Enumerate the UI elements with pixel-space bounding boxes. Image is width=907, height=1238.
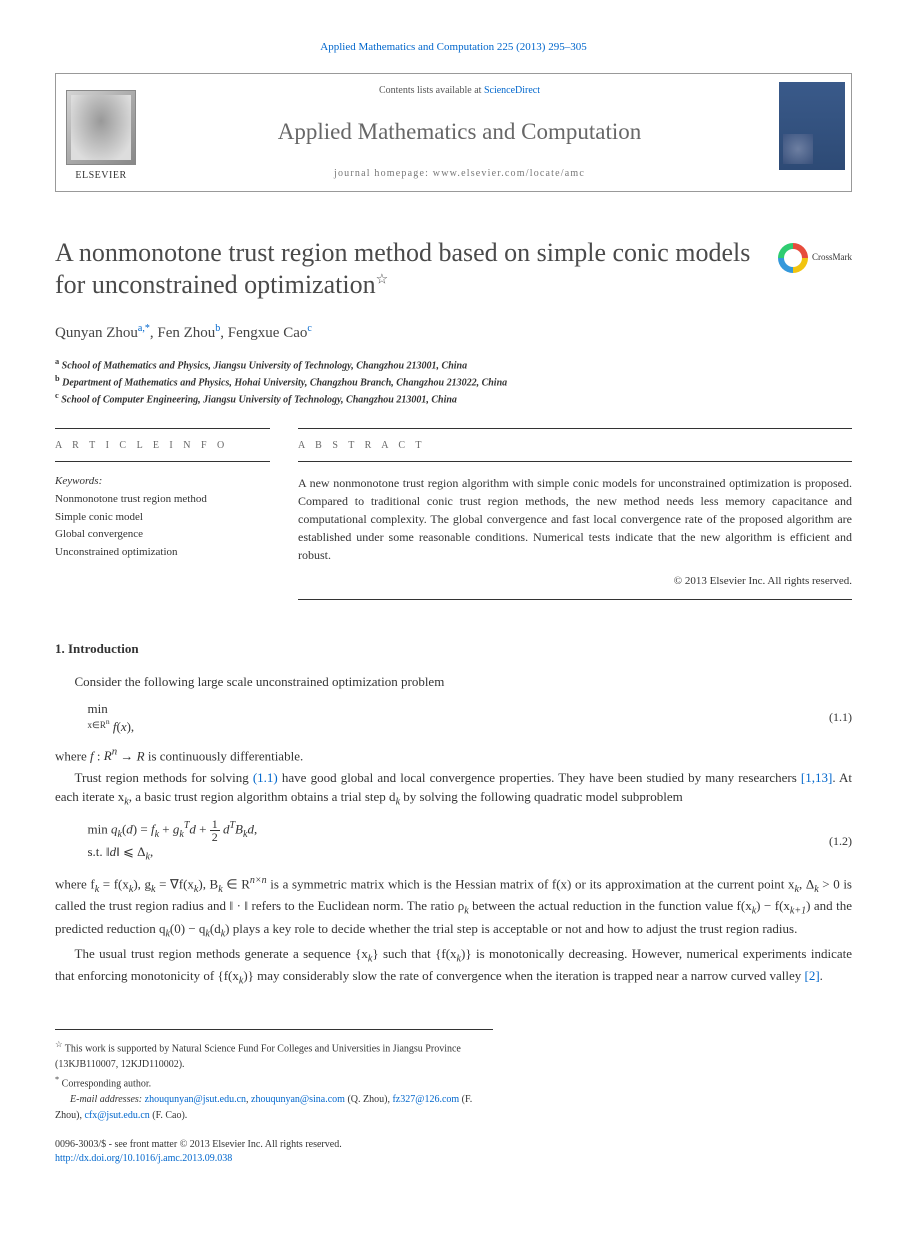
email-2[interactable]: fz327@126.com bbox=[392, 1094, 459, 1105]
paragraph-2: where f : Rn → R is continuously differe… bbox=[55, 744, 852, 766]
citation-header: Applied Mathematics and Computation 225 … bbox=[55, 40, 852, 55]
title-footnote-mark: ☆ bbox=[376, 272, 389, 287]
equation-1-2-number: (1.2) bbox=[829, 833, 852, 850]
affiliation-b: b Department of Mathematics and Physics,… bbox=[55, 373, 852, 390]
keyword-2: Simple conic model bbox=[55, 509, 270, 527]
equation-1-1-number: (1.1) bbox=[829, 709, 852, 726]
footnote-emails: E-mail addresses: zhouqunyan@jsut.edu.cn… bbox=[55, 1092, 493, 1124]
keywords-heading: Keywords: bbox=[55, 474, 270, 489]
footnote-corresponding: * Corresponding author. bbox=[55, 1073, 493, 1092]
author-3: Fengxue Cao bbox=[228, 325, 308, 341]
author-1-corr: * bbox=[145, 323, 150, 334]
abstract-text: A new nonmonotone trust region algorithm… bbox=[298, 474, 852, 564]
doi-link[interactable]: http://dx.doi.org/10.1016/j.amc.2013.09.… bbox=[55, 1153, 232, 1164]
article-info-label: A R T I C L E I N F O bbox=[55, 428, 270, 462]
cover-column bbox=[773, 74, 851, 190]
author-1-aff: a, bbox=[138, 323, 145, 334]
crossmark-badge-group[interactable]: CrossMark bbox=[778, 243, 852, 273]
journal-cover-icon bbox=[779, 82, 845, 170]
keyword-3: Global convergence bbox=[55, 526, 270, 544]
authors-line: Qunyan Zhoua,*, Fen Zhoub, Fengxue Caoc bbox=[55, 322, 852, 344]
author-2-aff: b bbox=[215, 323, 220, 334]
footnote-funding: ☆ This work is supported by Natural Scie… bbox=[55, 1038, 493, 1073]
article-info-column: A R T I C L E I N F O Keywords: Nonmonot… bbox=[55, 428, 270, 600]
ref-eq-1-1[interactable]: (1.1) bbox=[253, 770, 278, 785]
title-text: A nonmonotone trust region method based … bbox=[55, 238, 750, 300]
paragraph-3: Trust region methods for solving (1.1) h… bbox=[55, 768, 852, 810]
section-1-heading: 1. Introduction bbox=[55, 640, 852, 658]
affiliation-a: a School of Mathematics and Physics, Jia… bbox=[55, 356, 852, 373]
paragraph-4: where fk = f(xk), gk = ∇f(xk), Bk ∈ Rn×n… bbox=[55, 873, 852, 942]
email-1a[interactable]: zhouqunyan@jsut.edu.cn bbox=[145, 1094, 246, 1105]
email-1b[interactable]: zhouqunyan@sina.com bbox=[251, 1094, 345, 1105]
footnotes-block: ☆ This work is supported by Natural Scie… bbox=[55, 1029, 493, 1125]
keyword-1: Nonmonotone trust region method bbox=[55, 491, 270, 509]
keyword-4: Unconstrained optimization bbox=[55, 544, 270, 562]
author-2: Fen Zhou bbox=[157, 325, 215, 341]
journal-title: Applied Mathematics and Computation bbox=[154, 116, 765, 148]
elsevier-tree-icon bbox=[66, 90, 136, 165]
author-1: Qunyan Zhou bbox=[55, 325, 138, 341]
abstract-column: A B S T R A C T A new nonmonotone trust … bbox=[298, 428, 852, 600]
paragraph-1: Consider the following large scale uncon… bbox=[55, 672, 852, 692]
equation-1-2: min qk(d) = fk + gkTd + 12 dTBkd, s.t. ‖… bbox=[88, 818, 853, 865]
paragraph-5: The usual trust region methods generate … bbox=[55, 944, 852, 989]
email-3[interactable]: cfx@jsut.edu.cn bbox=[84, 1110, 149, 1121]
keywords-list: Nonmonotone trust region method Simple c… bbox=[55, 491, 270, 561]
journal-homepage: journal homepage: www.elsevier.com/locat… bbox=[154, 167, 765, 181]
author-3-aff: c bbox=[307, 323, 311, 334]
copyright-line: © 2013 Elsevier Inc. All rights reserved… bbox=[298, 574, 852, 589]
abstract-label: A B S T R A C T bbox=[298, 428, 852, 462]
header-center: Contents lists available at ScienceDirec… bbox=[146, 74, 773, 190]
equation-1-1: minx∈Rn f(x), (1.1) bbox=[88, 700, 853, 736]
publisher-column: ELSEVIER bbox=[56, 74, 146, 190]
publisher-name: ELSEVIER bbox=[75, 169, 126, 183]
sciencedirect-link[interactable]: ScienceDirect bbox=[484, 85, 540, 96]
crossmark-label: CrossMark bbox=[812, 251, 852, 264]
ref-2[interactable]: [2] bbox=[805, 968, 820, 983]
bottom-block: 0096-3003/$ - see front matter © 2013 El… bbox=[55, 1138, 852, 1166]
ref-1-13[interactable]: [1,13] bbox=[801, 770, 832, 785]
contents-prefix: Contents lists available at bbox=[379, 85, 484, 96]
affiliations-block: a School of Mathematics and Physics, Jia… bbox=[55, 356, 852, 408]
contents-line: Contents lists available at ScienceDirec… bbox=[154, 84, 765, 98]
article-title: A nonmonotone trust region method based … bbox=[55, 237, 762, 302]
journal-header-box: ELSEVIER Contents lists available at Sci… bbox=[55, 73, 852, 191]
crossmark-icon bbox=[778, 243, 808, 273]
issn-line: 0096-3003/$ - see front matter © 2013 El… bbox=[55, 1138, 852, 1152]
affiliation-c: c School of Computer Engineering, Jiangs… bbox=[55, 390, 852, 407]
